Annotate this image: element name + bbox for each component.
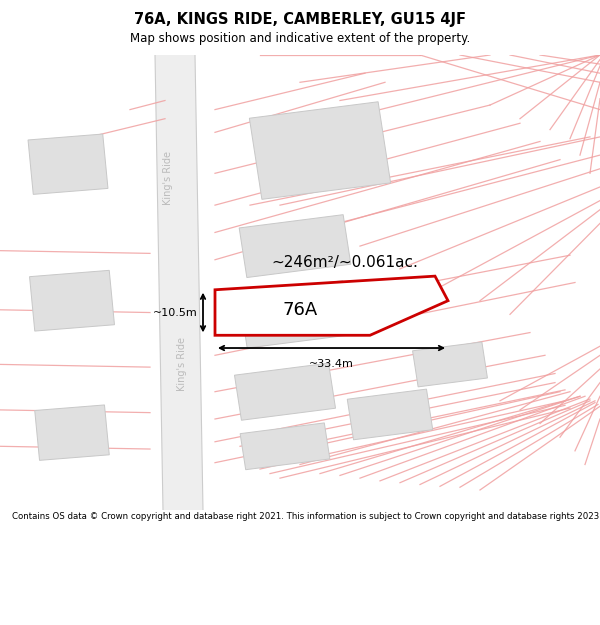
Polygon shape [347,389,433,440]
Text: King's Ride: King's Ride [163,151,173,205]
Polygon shape [240,423,330,470]
Polygon shape [28,134,108,194]
Text: ~246m²/~0.061ac.: ~246m²/~0.061ac. [272,255,418,270]
Text: Map shows position and indicative extent of the property.: Map shows position and indicative extent… [130,32,470,45]
Text: ~10.5m: ~10.5m [153,308,198,318]
Polygon shape [250,102,391,199]
Polygon shape [35,405,109,461]
Polygon shape [235,363,335,420]
Text: ~33.4m: ~33.4m [309,359,354,369]
Polygon shape [29,271,115,331]
Polygon shape [239,214,351,278]
Polygon shape [155,55,203,510]
Text: Contains OS data © Crown copyright and database right 2021. This information is : Contains OS data © Crown copyright and d… [12,512,600,521]
Text: King's Ride: King's Ride [177,338,187,391]
Polygon shape [239,281,351,348]
Text: 76A: 76A [283,301,317,319]
Polygon shape [215,276,448,335]
Text: 76A, KINGS RIDE, CAMBERLEY, GU15 4JF: 76A, KINGS RIDE, CAMBERLEY, GU15 4JF [134,12,466,27]
Polygon shape [413,342,487,387]
